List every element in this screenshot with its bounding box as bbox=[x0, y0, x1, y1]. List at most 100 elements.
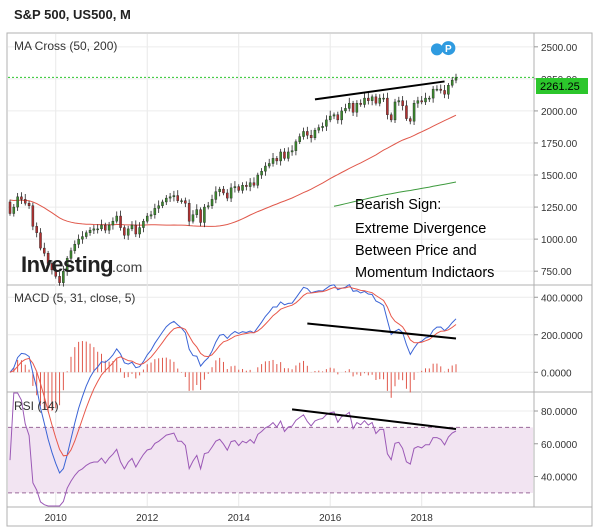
candle-body bbox=[191, 214, 195, 222]
chart-frame bbox=[6, 32, 593, 527]
candle-body bbox=[138, 227, 141, 235]
last-price-label: 2261.25 bbox=[540, 81, 580, 93]
ma200-line bbox=[333, 181, 457, 207]
candle-body bbox=[165, 197, 168, 203]
candle-body bbox=[115, 215, 118, 222]
macd-signal-line bbox=[9, 286, 457, 457]
candle-body bbox=[378, 97, 382, 104]
candle-body bbox=[218, 188, 221, 192]
candle-body bbox=[119, 215, 122, 228]
candle-body bbox=[397, 100, 401, 103]
candle-body bbox=[317, 127, 321, 131]
chart-title: S&P 500, US500, M bbox=[14, 7, 131, 22]
candle-body bbox=[35, 226, 38, 233]
candle-body bbox=[252, 182, 256, 186]
ma50-layer bbox=[9, 114, 457, 227]
macd-layer bbox=[9, 283, 457, 474]
candle-body bbox=[96, 228, 99, 231]
candle-body bbox=[31, 205, 35, 227]
candle-body bbox=[389, 114, 393, 121]
candle-body bbox=[39, 232, 42, 249]
candle-body bbox=[344, 108, 347, 112]
candle-body bbox=[77, 238, 80, 245]
price-ytick-label: 1000.00 bbox=[541, 235, 578, 246]
last-price-tag-bg bbox=[536, 78, 588, 94]
macd-pane-label: MACD (5, 31, close, 5) bbox=[14, 291, 135, 305]
candle-body bbox=[104, 224, 107, 231]
candle-body bbox=[69, 250, 73, 259]
note-line-1: Bearish Sign: bbox=[355, 197, 441, 213]
ma50-line bbox=[9, 114, 457, 227]
candle-body bbox=[54, 269, 57, 277]
candle-body bbox=[264, 165, 267, 172]
candle-body bbox=[187, 203, 191, 222]
candle-body bbox=[84, 232, 88, 237]
candle-body bbox=[203, 206, 206, 223]
candle-body bbox=[157, 205, 160, 209]
macd-ytick-label: 400.0000 bbox=[541, 293, 583, 304]
candle-body bbox=[275, 158, 279, 162]
candle-body bbox=[283, 151, 286, 159]
candle-body bbox=[256, 174, 260, 186]
candle-body bbox=[24, 199, 27, 204]
candle-body bbox=[321, 126, 324, 128]
macd-line bbox=[9, 283, 457, 474]
candle-body bbox=[439, 88, 442, 91]
candle-body bbox=[27, 203, 31, 206]
last-price-tag: 2261.25 bbox=[536, 78, 588, 94]
x-tick-2016: 2016 bbox=[319, 513, 342, 524]
candle-body bbox=[431, 88, 435, 99]
candle-body bbox=[306, 131, 309, 136]
candle-body bbox=[290, 150, 294, 153]
candle-body bbox=[450, 79, 454, 86]
candle-body bbox=[126, 228, 130, 236]
candle-body bbox=[313, 129, 317, 139]
candle-body bbox=[245, 185, 248, 187]
candle-body bbox=[149, 214, 153, 217]
candle-body bbox=[374, 96, 378, 104]
candle-body bbox=[176, 195, 179, 201]
candle-body bbox=[447, 85, 450, 95]
candle-body bbox=[58, 276, 61, 283]
note-line-2: Extreme Divergence bbox=[355, 221, 486, 237]
candle-body bbox=[111, 220, 115, 226]
candle-body bbox=[382, 97, 385, 100]
macd-ytick-label: 200.0000 bbox=[541, 331, 583, 342]
candle-body bbox=[195, 209, 199, 215]
candle-body bbox=[100, 224, 103, 230]
candle-body bbox=[351, 103, 355, 113]
rsi-ytick-label: 40.0000 bbox=[541, 473, 578, 484]
candle-body bbox=[420, 100, 423, 103]
candle-body bbox=[65, 258, 69, 272]
candle-body bbox=[443, 90, 446, 95]
candle-body bbox=[206, 205, 210, 208]
candle-body bbox=[153, 208, 157, 215]
candle-body bbox=[222, 188, 225, 194]
event-marker-2 bbox=[441, 41, 456, 56]
candle-body bbox=[214, 191, 218, 200]
rsi-line bbox=[9, 392, 457, 507]
x-tick-2010: 2010 bbox=[45, 513, 68, 524]
candle-body bbox=[73, 244, 77, 251]
candle-body bbox=[340, 110, 343, 121]
candle-body bbox=[328, 115, 332, 121]
candle-body bbox=[348, 103, 351, 109]
candle-body bbox=[332, 114, 336, 117]
rsi-band-fill bbox=[8, 427, 533, 493]
investing-logo: Investing .com bbox=[21, 252, 142, 277]
note-line-4: Momentum Indictaors bbox=[355, 265, 494, 281]
rsi-layer bbox=[9, 392, 457, 507]
candle-layer bbox=[8, 73, 458, 287]
candle-body bbox=[405, 105, 408, 119]
candle-body bbox=[454, 77, 458, 81]
tick-layer: 201020122014201620182500.002250.002000.0… bbox=[45, 43, 584, 524]
candle-body bbox=[233, 186, 237, 189]
candle-body bbox=[271, 158, 275, 164]
price-ytick-label: 2500.00 bbox=[541, 43, 578, 54]
candle-body bbox=[409, 118, 412, 122]
candle-body bbox=[393, 101, 397, 121]
candle-body bbox=[416, 100, 420, 104]
note-line-3: Between Price and bbox=[355, 243, 477, 259]
candle-body bbox=[12, 206, 16, 214]
